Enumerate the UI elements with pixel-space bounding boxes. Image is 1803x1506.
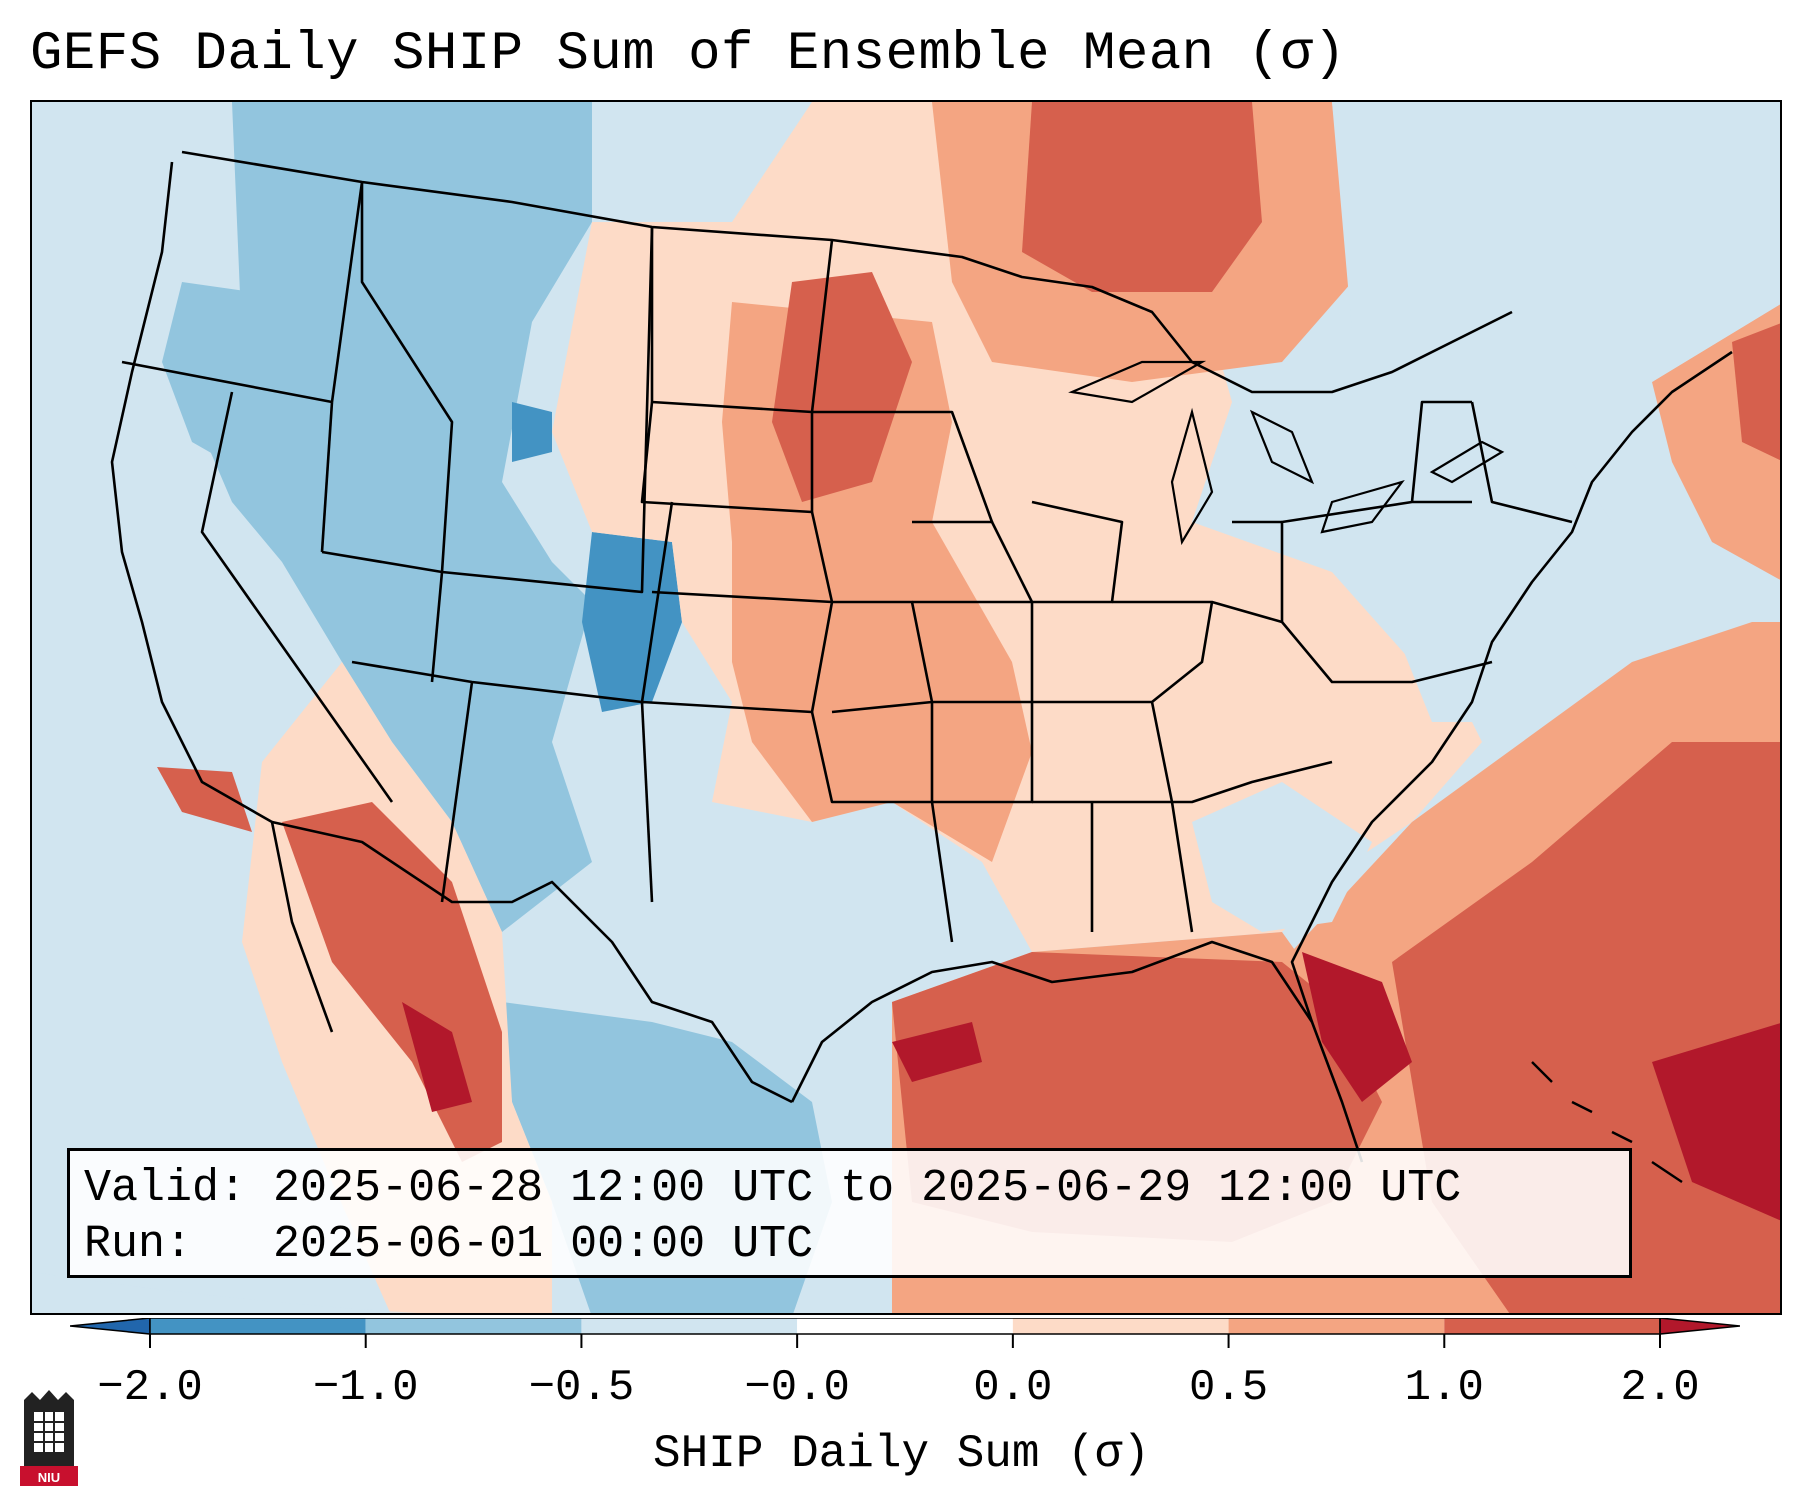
gulf-coast — [790, 940, 1364, 1163]
niu-logo-text: NIU — [37, 1470, 61, 1485]
run-value: 2025-06-01 00:00 UTC — [273, 1219, 814, 1270]
colorbar-segment — [150, 1318, 366, 1334]
us-canada-border — [181, 150, 1513, 394]
niu-logo: NIU — [20, 1390, 78, 1490]
region-darker-blue-idaho — [512, 402, 552, 462]
region-dark-red-baja — [402, 1002, 472, 1112]
colorbar-segment — [797, 1318, 1013, 1334]
region-dark-red-bahamas — [1652, 1023, 1780, 1221]
region-blue-northwest — [162, 282, 372, 482]
region-red-socal — [157, 767, 252, 832]
boundary-lines — [110, 150, 1733, 1163]
run-label: Run: — [84, 1219, 193, 1270]
us-mexico-border — [271, 820, 793, 1104]
map-panel — [30, 100, 1782, 1315]
domain-edge-bottom-left — [32, 1272, 419, 1313]
colorbar-tick-label: 0.0 — [973, 1363, 1053, 1413]
great-lakes — [1068, 360, 1505, 546]
region-red-newengland — [1732, 323, 1780, 461]
colorbar-outline — [149, 1318, 1661, 1335]
region-red-north — [1022, 102, 1262, 292]
colorbar-label: SHIP Daily Sum (σ) — [653, 1428, 1150, 1480]
colorbar-tick-label: 1.0 — [1404, 1363, 1484, 1413]
colorbar-segment — [581, 1318, 798, 1334]
colorbar-segment — [1012, 1318, 1229, 1334]
colorbar-tick-label: −1.0 — [312, 1363, 419, 1413]
shaded-field-map — [32, 102, 1780, 1313]
caribbean-islands — [1531, 1061, 1683, 1183]
west-coast — [110, 161, 334, 1033]
colorbar-tick-label: −0.0 — [744, 1363, 850, 1413]
colorbar-tick-label: 2.0 — [1620, 1363, 1700, 1413]
region-darker-blue-colorado — [582, 532, 682, 712]
region-light-blue-northeast — [1332, 102, 1780, 462]
region-red-dakotas — [772, 272, 912, 502]
colorbar-segment — [365, 1318, 582, 1334]
colorbar-segment — [1444, 1318, 1660, 1334]
colorbar — [70, 1318, 1740, 1348]
region-dark-red-florida — [1302, 952, 1412, 1102]
region-light-blue-midatlantic — [1392, 462, 1612, 722]
colorbar-segment — [1228, 1318, 1445, 1334]
valid-value: 2025-06-28 12:00 UTC to 2025-06-29 12:00… — [273, 1163, 1462, 1214]
colorbar-under-triangle — [70, 1318, 151, 1335]
colorbar-over-triangle — [1659, 1318, 1740, 1335]
niu-castle-logo-icon — [20, 1390, 78, 1486]
colorbar-tick-label: 0.5 — [1188, 1363, 1269, 1413]
colorbar-tick-label: −2.0 — [97, 1363, 203, 1413]
east-coast — [1290, 350, 1733, 1023]
region-dark-red-gulf-coast — [892, 1022, 982, 1082]
valid-label: Valid: — [84, 1163, 247, 1214]
colorbar-tick-label: −0.5 — [528, 1363, 635, 1413]
chart-title: GEFS Daily SHIP Sum of Ensemble Mean (σ) — [30, 24, 1347, 85]
valid-run-info-box: Valid: 2025-06-28 12:00 UTC to 2025-06-2… — [67, 1148, 1632, 1278]
